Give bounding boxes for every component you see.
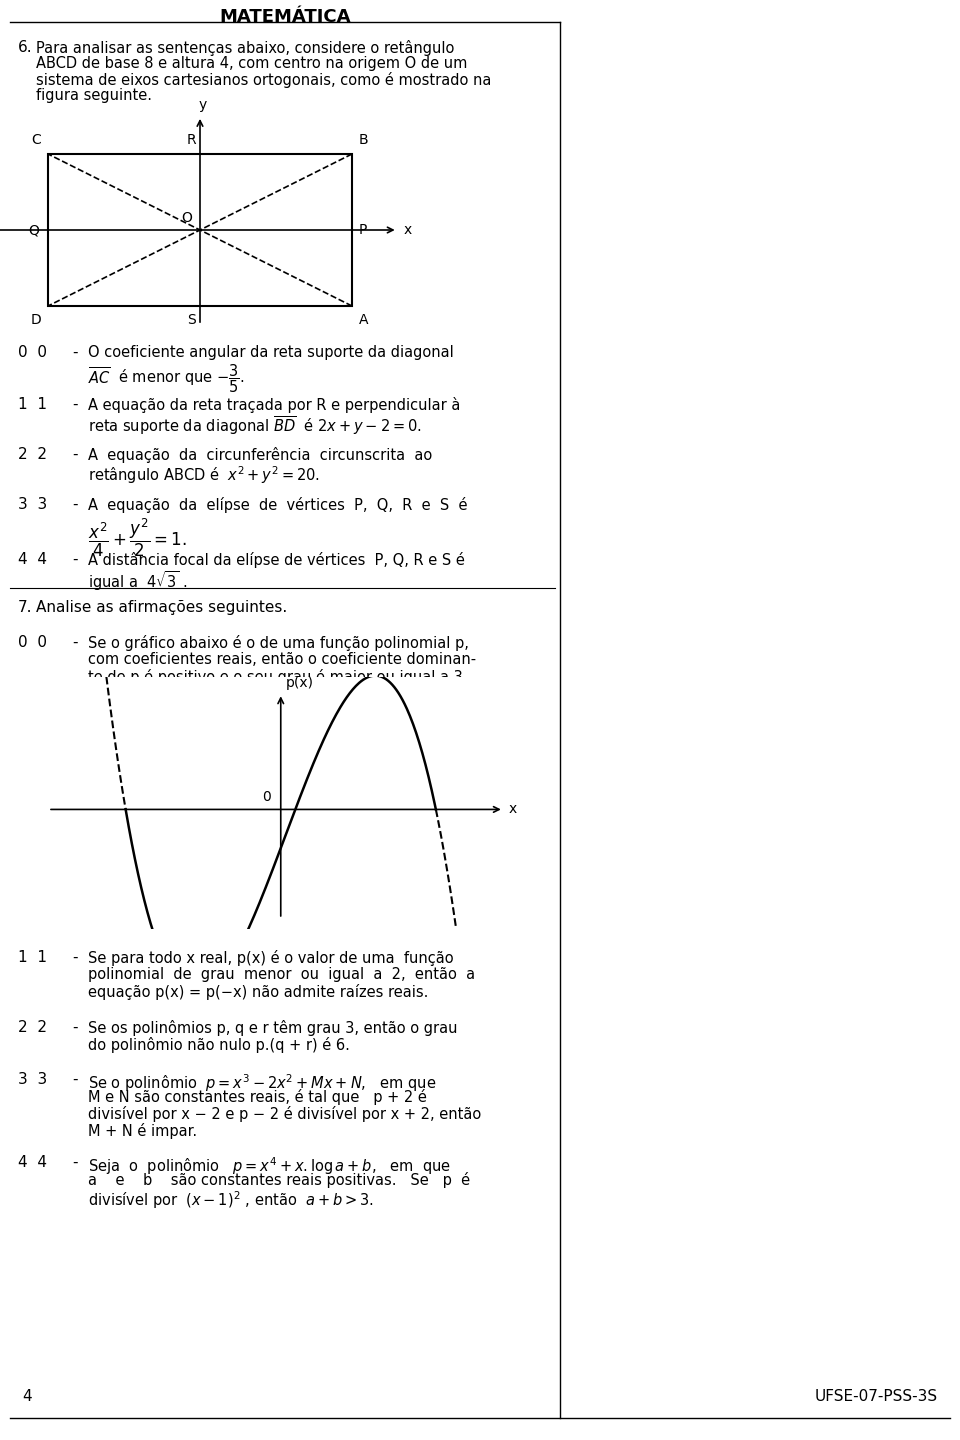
Text: -: - bbox=[72, 950, 78, 965]
Text: A distância focal da elípse de vértices  P, Q, R e S é: A distância focal da elípse de vértices … bbox=[88, 552, 465, 567]
Text: com coeficientes reais, então o coeficiente dominan-: com coeficientes reais, então o coeficie… bbox=[88, 652, 476, 667]
Text: x: x bbox=[509, 802, 516, 816]
Text: ABCD de base 8 e altura 4, com centro na origem O de um: ABCD de base 8 e altura 4, com centro na… bbox=[36, 56, 468, 71]
Text: igual a  $4\sqrt{3}$ .: igual a $4\sqrt{3}$ . bbox=[88, 569, 187, 593]
Text: M + N é impar.: M + N é impar. bbox=[88, 1123, 197, 1139]
Text: P: P bbox=[359, 223, 368, 238]
Text: 0  0: 0 0 bbox=[18, 635, 47, 649]
Text: polinomial  de  grau  menor  ou  igual  a  2,  então  a: polinomial de grau menor ou igual a 2, e… bbox=[88, 968, 475, 982]
Text: A equação da reta traçada por R e perpendicular à: A equação da reta traçada por R e perpen… bbox=[88, 397, 461, 413]
Text: divisível por  $(x - 1)^2$ , então  $a + b > 3$.: divisível por $(x - 1)^2$ , então $a + b… bbox=[88, 1189, 373, 1211]
Text: Se para todo x real, p(x) é o valor de uma  função: Se para todo x real, p(x) é o valor de u… bbox=[88, 950, 454, 966]
Text: p(x): p(x) bbox=[286, 675, 314, 690]
Text: Para analisar as sentenças abaixo, considere o retângulo: Para analisar as sentenças abaixo, consi… bbox=[36, 40, 454, 56]
Text: -: - bbox=[72, 635, 78, 649]
Text: O: O bbox=[181, 212, 192, 225]
Text: Se o polinômio  $p = x^3 - 2x^2 + Mx + N$,   em que: Se o polinômio $p = x^3 - 2x^2 + Mx + N$… bbox=[88, 1071, 436, 1094]
Text: -: - bbox=[72, 497, 78, 513]
Text: retângulo ABCD é  $x^2 + y^2 = 20$.: retângulo ABCD é $x^2 + y^2 = 20$. bbox=[88, 464, 320, 485]
Text: MATEMÁTICA: MATEMÁTICA bbox=[219, 9, 350, 26]
Text: 4  4: 4 4 bbox=[18, 552, 47, 567]
Text: UFSE-07-PSS-3S: UFSE-07-PSS-3S bbox=[815, 1390, 938, 1404]
Text: $\dfrac{x^2}{4} + \dfrac{y^2}{2} = 1.$: $\dfrac{x^2}{4} + \dfrac{y^2}{2} = 1.$ bbox=[88, 517, 186, 559]
Text: Seja  o  polinômio   $p = x^4 + x.\log a + b$,   em  que: Seja o polinômio $p = x^4 + x.\log a + b… bbox=[88, 1155, 451, 1176]
Text: D: D bbox=[31, 312, 41, 327]
Text: -: - bbox=[72, 397, 78, 412]
Text: O coeficiente angular da reta suporte da diagonal: O coeficiente angular da reta suporte da… bbox=[88, 346, 454, 360]
Text: 4: 4 bbox=[22, 1390, 32, 1404]
Text: 2  2: 2 2 bbox=[18, 446, 47, 462]
Text: 4  4: 4 4 bbox=[18, 1155, 47, 1169]
Text: y: y bbox=[199, 98, 207, 112]
Text: $\overline{AC}$  é menor que $-\dfrac{3}{5}$.: $\overline{AC}$ é menor que $-\dfrac{3}{… bbox=[88, 361, 245, 395]
Text: -: - bbox=[72, 1155, 78, 1169]
Text: -: - bbox=[72, 346, 78, 360]
Text: 2  2: 2 2 bbox=[18, 1020, 47, 1035]
Text: -: - bbox=[72, 1020, 78, 1035]
Text: 3  3: 3 3 bbox=[18, 1071, 47, 1087]
Text: -: - bbox=[72, 552, 78, 567]
Text: 0  0: 0 0 bbox=[18, 346, 47, 360]
Text: Analise as afirmações seguintes.: Analise as afirmações seguintes. bbox=[36, 600, 287, 615]
Text: -: - bbox=[72, 1071, 78, 1087]
Text: divisível por x − 2 e p − 2 é divisível por x + 2, então: divisível por x − 2 e p − 2 é divisível … bbox=[88, 1106, 481, 1122]
Text: Se o gráfico abaixo é o de uma função polinomial p,: Se o gráfico abaixo é o de uma função po… bbox=[88, 635, 468, 651]
Text: Se os polinômios p, q e r têm grau 3, então o grau: Se os polinômios p, q e r têm grau 3, en… bbox=[88, 1020, 458, 1035]
Text: te de p é positivo e o seu grau é maior ou igual a 3.: te de p é positivo e o seu grau é maior … bbox=[88, 670, 468, 685]
Text: figura seguinte.: figura seguinte. bbox=[36, 88, 152, 104]
Text: do polinômio não nulo p.(q + r) é 6.: do polinômio não nulo p.(q + r) é 6. bbox=[88, 1037, 349, 1053]
Text: 1  1: 1 1 bbox=[18, 397, 47, 412]
Text: reta suporte da diagonal $\overline{BD}$  é $2x + y - 2 = 0$.: reta suporte da diagonal $\overline{BD}$… bbox=[88, 415, 421, 436]
Text: sistema de eixos cartesianos ortogonais, como é mostrado na: sistema de eixos cartesianos ortogonais,… bbox=[36, 72, 492, 88]
Text: A: A bbox=[359, 312, 369, 327]
Text: C: C bbox=[32, 132, 41, 147]
Text: -: - bbox=[72, 446, 78, 462]
Text: S: S bbox=[187, 312, 196, 327]
Text: equação p(x) = p(−x) não admite raízes reais.: equação p(x) = p(−x) não admite raízes r… bbox=[88, 984, 428, 999]
Text: B: B bbox=[359, 132, 369, 147]
Text: 7.: 7. bbox=[18, 600, 33, 615]
Text: 6.: 6. bbox=[18, 40, 33, 55]
Text: Q: Q bbox=[28, 223, 39, 238]
Text: 1  1: 1 1 bbox=[18, 950, 47, 965]
Text: M e N são constantes reais, é tal que   p + 2 é: M e N são constantes reais, é tal que p … bbox=[88, 1089, 427, 1104]
Text: A  equação  da  circunferência  circunscrita  ao: A equação da circunferência circunscrita… bbox=[88, 446, 432, 464]
Text: 3  3: 3 3 bbox=[18, 497, 47, 513]
Text: R: R bbox=[186, 132, 196, 147]
Text: 0: 0 bbox=[262, 791, 271, 805]
Text: A  equação  da  elípse  de  vértices  P,  Q,  R  e  S  é: A equação da elípse de vértices P, Q, R … bbox=[88, 497, 468, 513]
Text: x: x bbox=[403, 223, 412, 238]
Text: a    e    b    são constantes reais positivas.   Se   p  é: a e b são constantes reais positivas. Se… bbox=[88, 1172, 470, 1188]
